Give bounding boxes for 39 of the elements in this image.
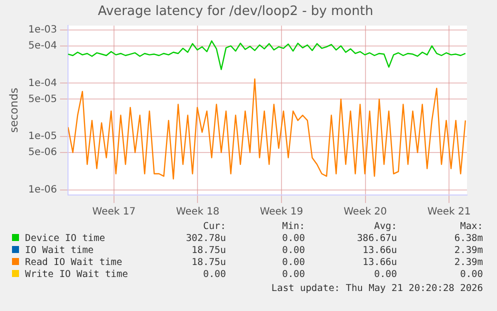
y-tick-label: 5e-04 <box>28 40 58 52</box>
text: 13.66u <box>362 245 397 257</box>
text: 2.39m <box>453 257 483 269</box>
legend-label: Device IO time <box>24 233 106 245</box>
x-tick-label: Week 18 <box>176 206 220 218</box>
text: 0.00 <box>202 269 226 281</box>
text: 386.67u <box>356 233 397 245</box>
x-tick-label: Week 21 <box>427 206 471 218</box>
legend-label: Write IO Wait time <box>24 269 129 281</box>
x-tick-label: Week 19 <box>260 206 304 218</box>
y-tick-label: 5e-06 <box>28 147 58 158</box>
chart-title: Average latency for /dev/loop2 - by month <box>98 4 374 20</box>
text: 0.00 <box>459 269 483 281</box>
y-tick-label: 5e-05 <box>28 94 58 105</box>
text: 0.00 <box>281 233 305 245</box>
y-tick-label: 1e-06 <box>28 184 58 196</box>
legend-label: IO Wait time <box>24 245 95 257</box>
y-tick-label: 1e-05 <box>28 131 58 142</box>
text: 0.00 <box>281 257 305 269</box>
text: 0.00 <box>281 245 305 257</box>
text: 13.66u <box>362 257 397 269</box>
text: Max: <box>459 221 483 233</box>
text: Avg: <box>373 221 397 233</box>
text: 302.78u <box>184 233 226 245</box>
x-tick-label: Week 17 <box>92 206 136 218</box>
y-axis-title: seconds <box>7 88 20 133</box>
text: 0.00 <box>373 269 397 281</box>
legend-label: Read IO Wait time <box>24 257 124 269</box>
text: 6.38m <box>453 233 483 245</box>
text: Cur: <box>202 221 226 233</box>
text: 0.00 <box>281 269 305 281</box>
y-tick-label: 1e-04 <box>28 78 58 89</box>
text: 18.75u <box>190 245 226 257</box>
text: Last update: Thu May 21 20:20:28 2026 <box>271 283 483 294</box>
text: 18.75u <box>190 257 226 269</box>
text: 2.39m <box>453 245 483 257</box>
x-tick-label: Week 20 <box>344 206 387 218</box>
text: Min: <box>281 221 305 233</box>
y-tick-label: 1e-03 <box>28 24 58 36</box>
